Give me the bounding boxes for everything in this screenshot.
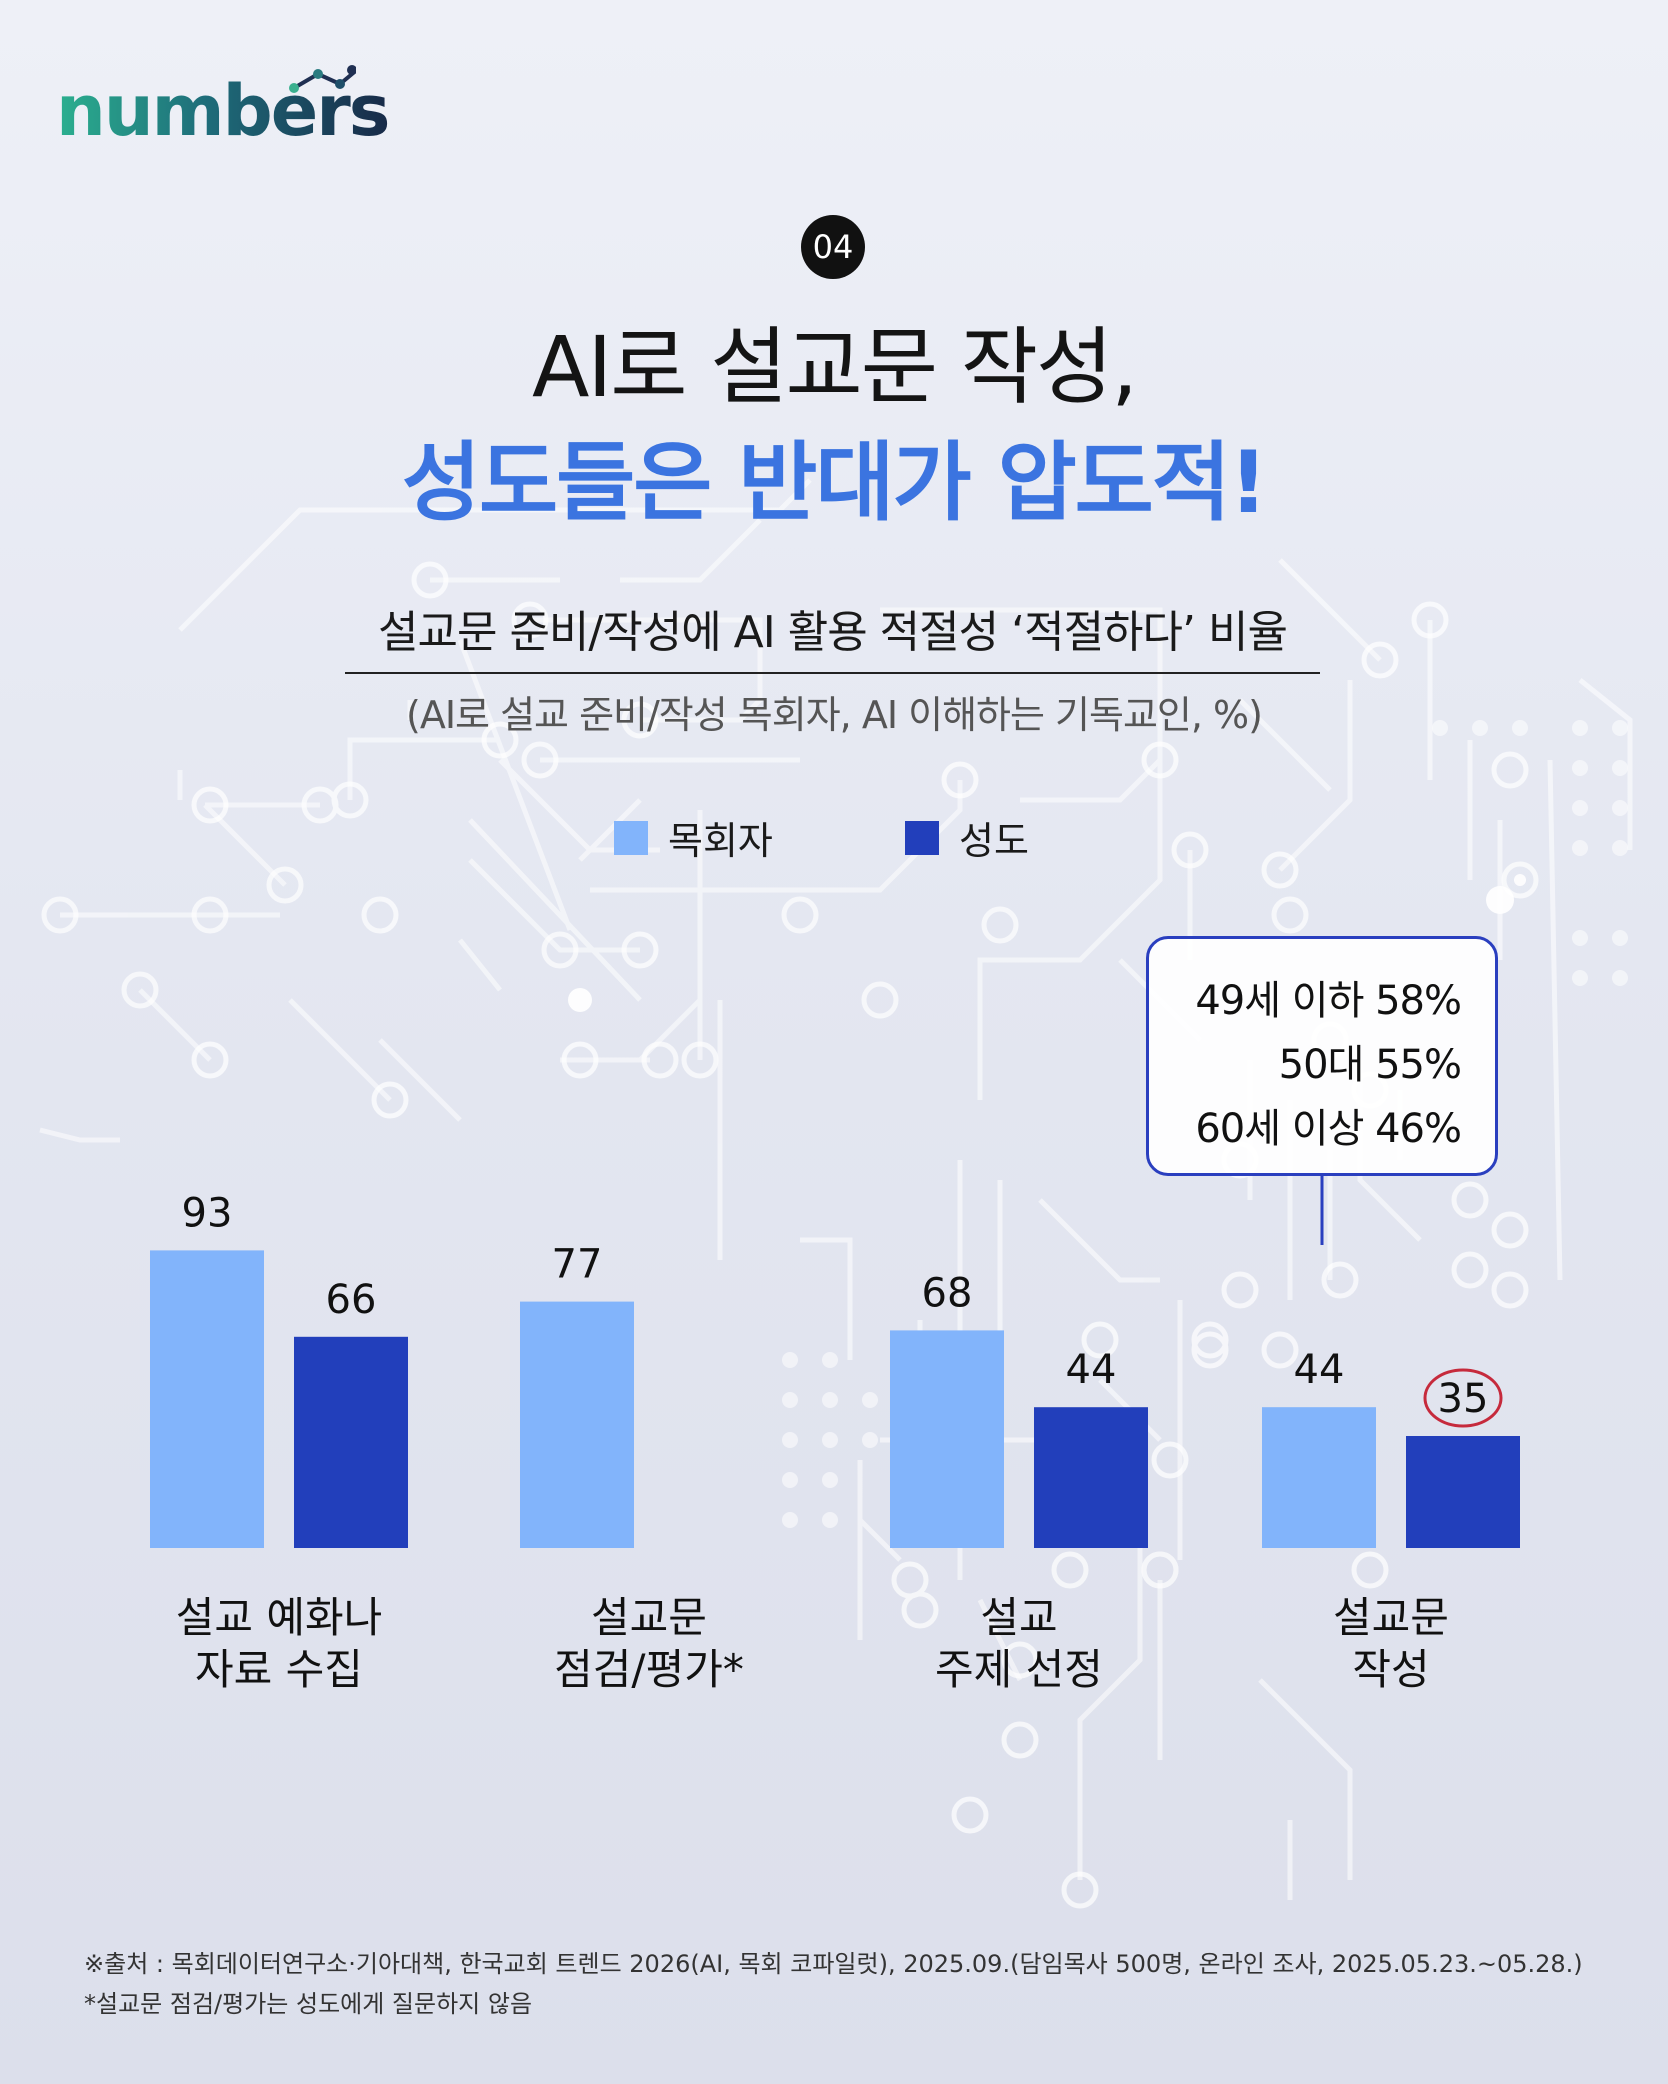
value-label-pastor-1: 77 [552, 1242, 603, 1288]
legend-swatch-believer [905, 820, 939, 855]
value-label-pastor-0: 93 [182, 1190, 233, 1236]
value-label-pastor-3: 44 [1294, 1347, 1345, 1393]
headline-line-1: AI로 설교문 작성, [531, 318, 1138, 416]
legend-label-pastor: 목회자 [668, 819, 773, 863]
legend-label-believer: 성도 [959, 819, 1029, 863]
legend-item-believer: 성도 [905, 810, 1029, 865]
numbers-logo: numbers [56, 62, 390, 152]
value-label-believer-3: 35 [1438, 1376, 1489, 1422]
bar-believer-0 [294, 1336, 408, 1548]
bar-pastor-1 [520, 1301, 634, 1548]
chart-legend: 목회자 성도 [0, 810, 1668, 863]
source-note: ※출처 : 목회데이터연구소·기아대책, 한국교회 트렌드 2026(AI, 목… [84, 1950, 1583, 1978]
callout-line-over-60: 60세 이상 46% [1195, 1106, 1462, 1152]
value-label-believer-2: 44 [1066, 1347, 1117, 1393]
legend-swatch-pastor [614, 820, 648, 855]
survey-note: *설교문 점검/평가는 성도에게 질문하지 않음 [84, 1990, 533, 2018]
bar-believer-3 [1406, 1436, 1520, 1548]
logo-text: numbers [56, 70, 390, 152]
category-label-1-1: 점검/평가* [554, 1645, 744, 1694]
category-label-3-0: 설교문 [1333, 1593, 1449, 1642]
bar-pastor-2 [890, 1330, 1004, 1548]
category-label-2-0: 설교 [980, 1593, 1057, 1642]
value-label-believer-0: 66 [326, 1277, 377, 1323]
headline-line-2: 성도들은 반대가 압도적! [401, 433, 1268, 533]
category-label-0-1: 자료 수집 [195, 1645, 363, 1694]
bar-believer-2 [1034, 1407, 1148, 1548]
age-breakdown-callout: 49세 이하 58% 50대 55% 60세 이상 46% [1146, 936, 1498, 1176]
value-label-pastor-2: 68 [922, 1270, 973, 1316]
logo-graph-icon [289, 65, 356, 93]
highlight-circle [1423, 1368, 1503, 1428]
bar-pastor-3 [1262, 1407, 1376, 1548]
category-label-1-0: 설교문 [591, 1593, 707, 1642]
category-label-3-1: 작성 [1352, 1645, 1429, 1694]
callout-line-under-49: 49세 이하 58% [1195, 978, 1462, 1024]
callout-line-50s: 50대 55% [1278, 1042, 1462, 1088]
unit-note: (AI로 설교 준비/작성 목회자, AI 이해하는 기독교인, %) [406, 693, 1263, 737]
footnotes: ※출처 : 목회데이터연구소·기아대책, 한국교회 트렌드 2026(AI, 목… [84, 1944, 1583, 2024]
section-number-badge: 04 [801, 215, 865, 279]
bar-pastor-0 [150, 1250, 264, 1548]
category-label-2-1: 주제 선정 [935, 1645, 1103, 1694]
category-label-0-0: 설교 예화나 [176, 1593, 383, 1642]
legend-item-pastor: 목회자 [614, 810, 773, 865]
chart-subtitle: 설교문 준비/작성에 AI 활용 적절성 ‘적절하다’ 비율 [345, 596, 1320, 674]
